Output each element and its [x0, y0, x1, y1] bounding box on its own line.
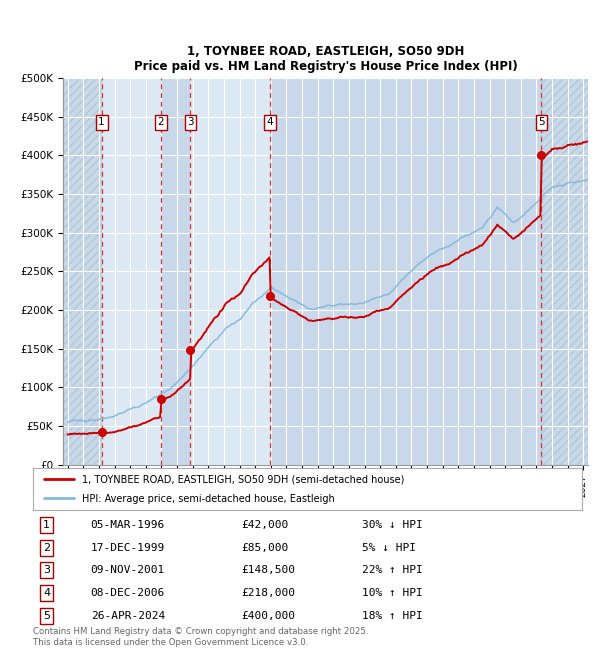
- Bar: [270, 78, 541, 465]
- Text: 17-DEC-1999: 17-DEC-1999: [91, 543, 165, 552]
- Text: £218,000: £218,000: [242, 588, 296, 598]
- Text: 2: 2: [43, 543, 50, 552]
- Text: 1: 1: [98, 118, 105, 127]
- Text: 05-MAR-1996: 05-MAR-1996: [91, 520, 165, 530]
- Text: Contains HM Land Registry data © Crown copyright and database right 2025.
This d: Contains HM Land Registry data © Crown c…: [33, 627, 368, 647]
- Text: 26-APR-2024: 26-APR-2024: [91, 611, 165, 621]
- Text: 18% ↑ HPI: 18% ↑ HPI: [362, 611, 423, 621]
- Text: 5: 5: [538, 118, 545, 127]
- Bar: [63, 78, 101, 465]
- Text: 3: 3: [187, 118, 194, 127]
- Text: 4: 4: [43, 588, 50, 598]
- Text: 5% ↓ HPI: 5% ↓ HPI: [362, 543, 416, 552]
- Text: 5: 5: [43, 611, 50, 621]
- Text: HPI: Average price, semi-detached house, Eastleigh: HPI: Average price, semi-detached house,…: [82, 494, 335, 504]
- Text: 1, TOYNBEE ROAD, EASTLEIGH, SO50 9DH (semi-detached house): 1, TOYNBEE ROAD, EASTLEIGH, SO50 9DH (se…: [82, 474, 405, 484]
- Text: 10% ↑ HPI: 10% ↑ HPI: [362, 588, 423, 598]
- Text: 22% ↑ HPI: 22% ↑ HPI: [362, 566, 423, 575]
- Text: 08-DEC-2006: 08-DEC-2006: [91, 588, 165, 598]
- Text: 30% ↓ HPI: 30% ↓ HPI: [362, 520, 423, 530]
- Text: 1: 1: [43, 520, 50, 530]
- Text: 2: 2: [157, 118, 164, 127]
- Title: 1, TOYNBEE ROAD, EASTLEIGH, SO50 9DH
Price paid vs. HM Land Registry's House Pri: 1, TOYNBEE ROAD, EASTLEIGH, SO50 9DH Pri…: [134, 45, 517, 73]
- Text: £148,500: £148,500: [242, 566, 296, 575]
- Bar: [101, 78, 161, 465]
- Text: 3: 3: [43, 566, 50, 575]
- Bar: [541, 78, 588, 465]
- Bar: [161, 78, 190, 465]
- Text: 09-NOV-2001: 09-NOV-2001: [91, 566, 165, 575]
- Text: £85,000: £85,000: [242, 543, 289, 552]
- Text: £42,000: £42,000: [242, 520, 289, 530]
- Text: 4: 4: [266, 118, 273, 127]
- Bar: [63, 78, 101, 465]
- Text: £400,000: £400,000: [242, 611, 296, 621]
- Bar: [190, 78, 270, 465]
